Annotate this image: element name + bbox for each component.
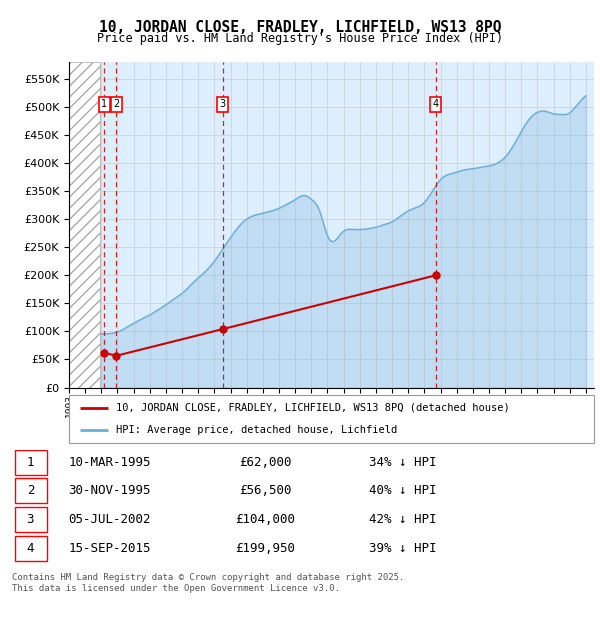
- FancyBboxPatch shape: [15, 478, 47, 503]
- Text: 40% ↓ HPI: 40% ↓ HPI: [369, 484, 437, 497]
- Text: 42% ↓ HPI: 42% ↓ HPI: [369, 513, 437, 526]
- Text: 15-SEP-2015: 15-SEP-2015: [68, 542, 151, 555]
- Text: 10-MAR-1995: 10-MAR-1995: [68, 456, 151, 469]
- Point: [112, 351, 121, 361]
- Text: 2: 2: [26, 484, 34, 497]
- Text: 34% ↓ HPI: 34% ↓ HPI: [369, 456, 437, 469]
- Text: 1: 1: [26, 456, 34, 469]
- Text: £104,000: £104,000: [235, 513, 295, 526]
- Bar: [69, 62, 100, 388]
- Text: £199,950: £199,950: [235, 542, 295, 555]
- Text: £56,500: £56,500: [239, 484, 292, 497]
- Text: 4: 4: [26, 542, 34, 555]
- Bar: [69, 62, 100, 388]
- Text: 10, JORDAN CLOSE, FRADLEY, LICHFIELD, WS13 8PQ: 10, JORDAN CLOSE, FRADLEY, LICHFIELD, WS…: [99, 20, 501, 35]
- Text: 05-JUL-2002: 05-JUL-2002: [68, 513, 151, 526]
- Text: £62,000: £62,000: [239, 456, 292, 469]
- FancyBboxPatch shape: [15, 450, 47, 475]
- Text: Price paid vs. HM Land Registry's House Price Index (HPI): Price paid vs. HM Land Registry's House …: [97, 32, 503, 45]
- FancyBboxPatch shape: [15, 507, 47, 532]
- Point: [431, 270, 440, 280]
- FancyBboxPatch shape: [69, 395, 594, 443]
- Text: 1: 1: [101, 99, 107, 109]
- Text: 3: 3: [220, 99, 226, 109]
- Text: 3: 3: [26, 513, 34, 526]
- Text: HPI: Average price, detached house, Lichfield: HPI: Average price, detached house, Lich…: [116, 425, 398, 435]
- Text: 2: 2: [113, 99, 119, 109]
- Text: 4: 4: [433, 99, 439, 109]
- Text: Contains HM Land Registry data © Crown copyright and database right 2025.
This d: Contains HM Land Registry data © Crown c…: [12, 574, 404, 593]
- Text: 10, JORDAN CLOSE, FRADLEY, LICHFIELD, WS13 8PQ (detached house): 10, JORDAN CLOSE, FRADLEY, LICHFIELD, WS…: [116, 403, 510, 413]
- Text: 39% ↓ HPI: 39% ↓ HPI: [369, 542, 437, 555]
- Text: 30-NOV-1995: 30-NOV-1995: [68, 484, 151, 497]
- Point: [218, 324, 227, 334]
- FancyBboxPatch shape: [15, 536, 47, 560]
- Point: [100, 348, 109, 358]
